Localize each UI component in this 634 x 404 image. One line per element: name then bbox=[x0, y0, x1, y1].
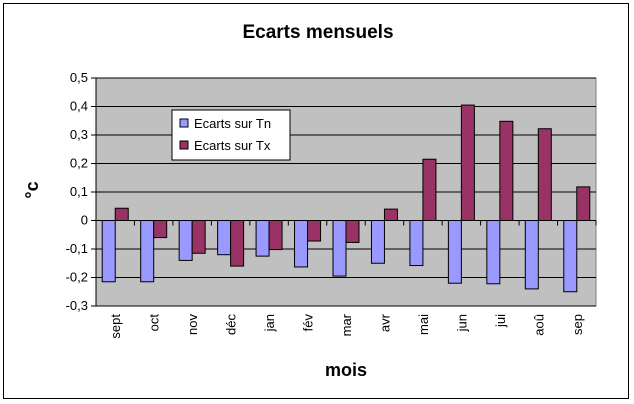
bar bbox=[255, 220, 270, 257]
bar bbox=[101, 220, 116, 283]
x-tick-label: mai bbox=[416, 314, 431, 335]
bar bbox=[447, 220, 462, 284]
bar bbox=[537, 128, 552, 221]
x-tick-label: jan bbox=[262, 314, 277, 332]
y-axis-title: °c bbox=[22, 181, 42, 198]
bar bbox=[345, 220, 360, 243]
y-tick-label: 0,4 bbox=[70, 99, 88, 114]
bar bbox=[422, 158, 437, 222]
x-tick-label: déc bbox=[224, 314, 239, 335]
y-tick-label: 0,2 bbox=[70, 156, 88, 171]
chart-title: Ecarts mensuels bbox=[242, 22, 393, 43]
x-tick-label: jun bbox=[454, 314, 469, 332]
bar bbox=[409, 220, 424, 267]
bar bbox=[576, 186, 591, 221]
bar bbox=[230, 220, 245, 267]
bar bbox=[370, 220, 385, 264]
y-tick-label: -0,3 bbox=[66, 298, 88, 313]
bar bbox=[486, 220, 501, 285]
bar bbox=[524, 220, 539, 290]
legend-label: Ecarts sur Tn bbox=[194, 116, 271, 131]
bar bbox=[332, 220, 347, 277]
bar bbox=[563, 220, 578, 293]
bar bbox=[217, 220, 232, 256]
bar bbox=[294, 220, 309, 268]
bar bbox=[178, 220, 193, 261]
bar-chart: Ecarts mensuels -0,3 -0,2 -0,1 0 0,1 0,2 0,3 0,… bbox=[22, 22, 597, 380]
x-tick-label: mar bbox=[339, 313, 354, 336]
bar bbox=[140, 220, 155, 283]
x-tick-label: oct bbox=[147, 314, 162, 332]
legend: Ecarts sur Tn Ecarts sur Tx bbox=[171, 109, 291, 161]
y-tick-label: 0 bbox=[81, 213, 88, 228]
bar bbox=[268, 220, 283, 251]
y-tick-label: 0,3 bbox=[70, 127, 88, 142]
x-axis-title: mois bbox=[325, 360, 367, 380]
plot-area: -0,3 -0,2 -0,1 0 0,1 0,2 0,3 0,4 0,5 sept oct nov dé… bbox=[66, 70, 597, 339]
legend-swatch bbox=[179, 118, 189, 128]
x-tick-label: jui bbox=[493, 314, 508, 328]
x-tick-label: nov bbox=[185, 314, 200, 335]
x-tick-label: fév bbox=[301, 314, 316, 332]
bar bbox=[114, 207, 129, 221]
y-tick-label: -0,1 bbox=[66, 241, 88, 256]
bar bbox=[307, 220, 322, 242]
y-tick-label: 0,5 bbox=[70, 70, 88, 85]
y-tick-label: 0,1 bbox=[70, 184, 88, 199]
chart-frame: Ecarts mensuels -0,3 -0,2 -0,1 0 0,1 0,2 0,3 0,… bbox=[3, 3, 629, 399]
bar bbox=[460, 104, 475, 221]
x-tick-label: avr bbox=[377, 313, 392, 332]
bar bbox=[383, 208, 398, 222]
legend-label: Ecarts sur Tx bbox=[194, 138, 271, 153]
bar bbox=[191, 220, 206, 254]
legend-box bbox=[171, 109, 291, 161]
bar bbox=[153, 220, 168, 239]
x-tick-label: aoû bbox=[531, 314, 546, 336]
bar bbox=[499, 120, 514, 221]
y-tick-label: -0,2 bbox=[66, 270, 88, 285]
x-tick-label: sept bbox=[108, 314, 123, 339]
x-tick-label: sep bbox=[570, 314, 585, 335]
legend-swatch bbox=[179, 140, 189, 150]
